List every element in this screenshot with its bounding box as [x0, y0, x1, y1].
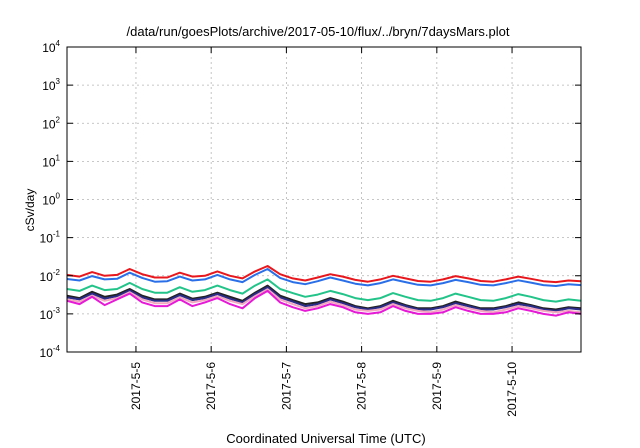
y-tick-label: 104: [42, 39, 60, 55]
series-line: [66, 289, 582, 317]
series-line: [66, 265, 582, 284]
series-line: [66, 278, 582, 303]
y-tick-label: 10-4: [40, 344, 61, 360]
x-tick-label: 2017-5-9: [430, 362, 444, 410]
x-axis-label: Coordinated Universal Time (UTC): [226, 431, 425, 446]
y-tick-label: 10-3: [40, 306, 61, 322]
x-tick-label: 2017-5-8: [355, 362, 369, 410]
chart-title: /data/run/goesPlots/archive/2017-05-10/f…: [127, 24, 510, 39]
y-tick-label: 103: [42, 77, 60, 93]
y-tick-label: 10-1: [40, 230, 61, 246]
series-line: [66, 284, 582, 311]
y-axis-label: cSv/day: [23, 189, 37, 232]
series-line: [66, 286, 582, 312]
x-tick-label: 2017-5-10: [505, 362, 519, 417]
series-line: [66, 288, 582, 314]
y-tick-label: 102: [42, 115, 60, 131]
y-tick-label: 10-2: [40, 268, 61, 284]
x-tick-label: 2017-5-5: [129, 362, 143, 410]
x-axis: 2017-5-5 2017-5-6 2017-5-7 2017-5-8 2017-5-9…: [129, 47, 519, 417]
y-tick-label: 100: [42, 192, 60, 208]
y-axis: 10-4 10-3 10-2 10-1 100 101 102 103 104: [40, 39, 581, 360]
series-lines: [66, 265, 582, 317]
series-line: [66, 268, 582, 287]
x-tick-label: 2017-5-7: [279, 362, 293, 410]
y-tick-label: 101: [42, 153, 60, 169]
x-tick-label: 2017-5-6: [204, 362, 218, 410]
